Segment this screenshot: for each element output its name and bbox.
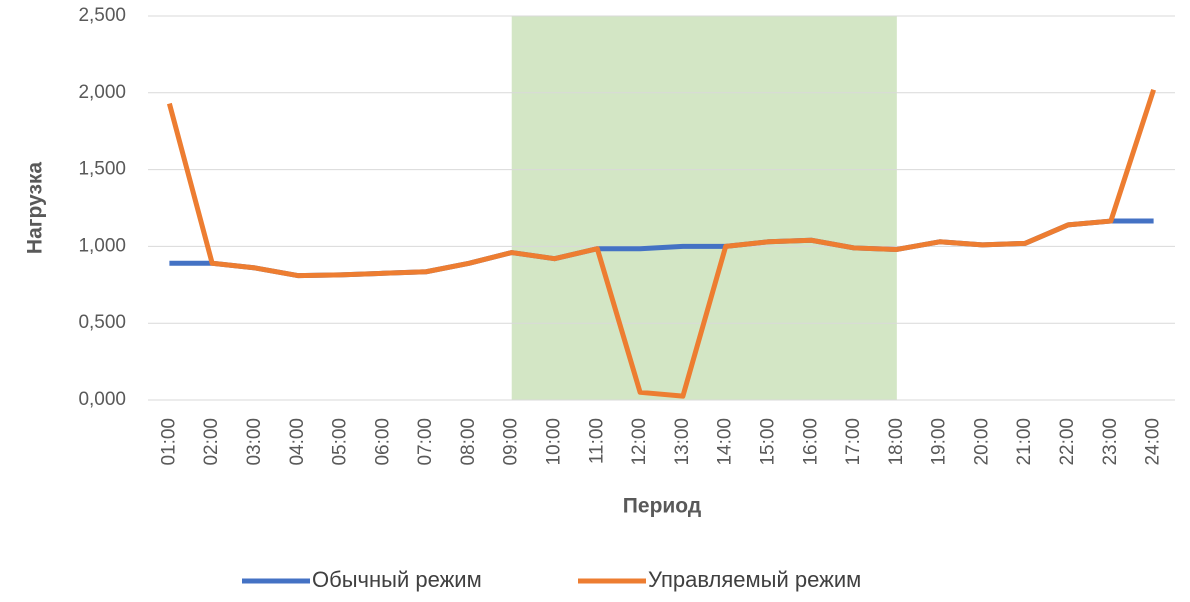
- x-axis-title: Период: [623, 495, 701, 518]
- x-tick-label: 16:00: [800, 418, 821, 466]
- x-tick-label: 14:00: [715, 418, 736, 466]
- x-tick-label: 24:00: [1143, 418, 1164, 466]
- x-tick-label: 23:00: [1100, 418, 1121, 466]
- x-tick-label: 01:00: [158, 418, 179, 466]
- x-tick-label: 22:00: [1057, 418, 1078, 466]
- x-tick-label: 18:00: [886, 418, 907, 466]
- x-tick-label: 17:00: [843, 418, 864, 466]
- legend-label: Обычный режим: [312, 567, 482, 592]
- y-tick-label: 1,500: [78, 159, 126, 180]
- x-tick-label: 11:00: [586, 418, 607, 464]
- x-tick-label: 10:00: [544, 418, 565, 466]
- series-line: [166, 88, 1156, 399]
- x-tick-label: 04:00: [287, 418, 308, 466]
- x-tick-label: 09:00: [501, 418, 522, 466]
- x-tick-label: 06:00: [372, 418, 393, 466]
- x-tick-label: 05:00: [330, 418, 351, 466]
- y-tick-label: 0,000: [78, 389, 126, 410]
- x-tick-label: 15:00: [757, 418, 778, 466]
- x-tick-label: 21:00: [1014, 418, 1035, 466]
- x-tick-label: 20:00: [971, 418, 992, 466]
- legend-label: Управляемый режим: [648, 567, 861, 592]
- x-tick-label: 19:00: [929, 418, 950, 466]
- y-tick-label: 1,000: [78, 235, 126, 256]
- y-axis-title: Нагрузка: [24, 162, 47, 254]
- y-tick-label: 2,000: [78, 82, 126, 103]
- x-tick-label: 07:00: [415, 418, 436, 466]
- x-tick-label: 12:00: [629, 418, 650, 466]
- y-tick-label: 2,500: [78, 5, 126, 26]
- x-tick-label: 08:00: [458, 418, 479, 466]
- highlight-band: [511, 16, 897, 400]
- x-tick-label: 13:00: [672, 418, 693, 466]
- x-tick-label: 03:00: [244, 418, 265, 466]
- y-tick-label: 0,500: [78, 312, 126, 333]
- x-tick-label: 02:00: [201, 418, 222, 466]
